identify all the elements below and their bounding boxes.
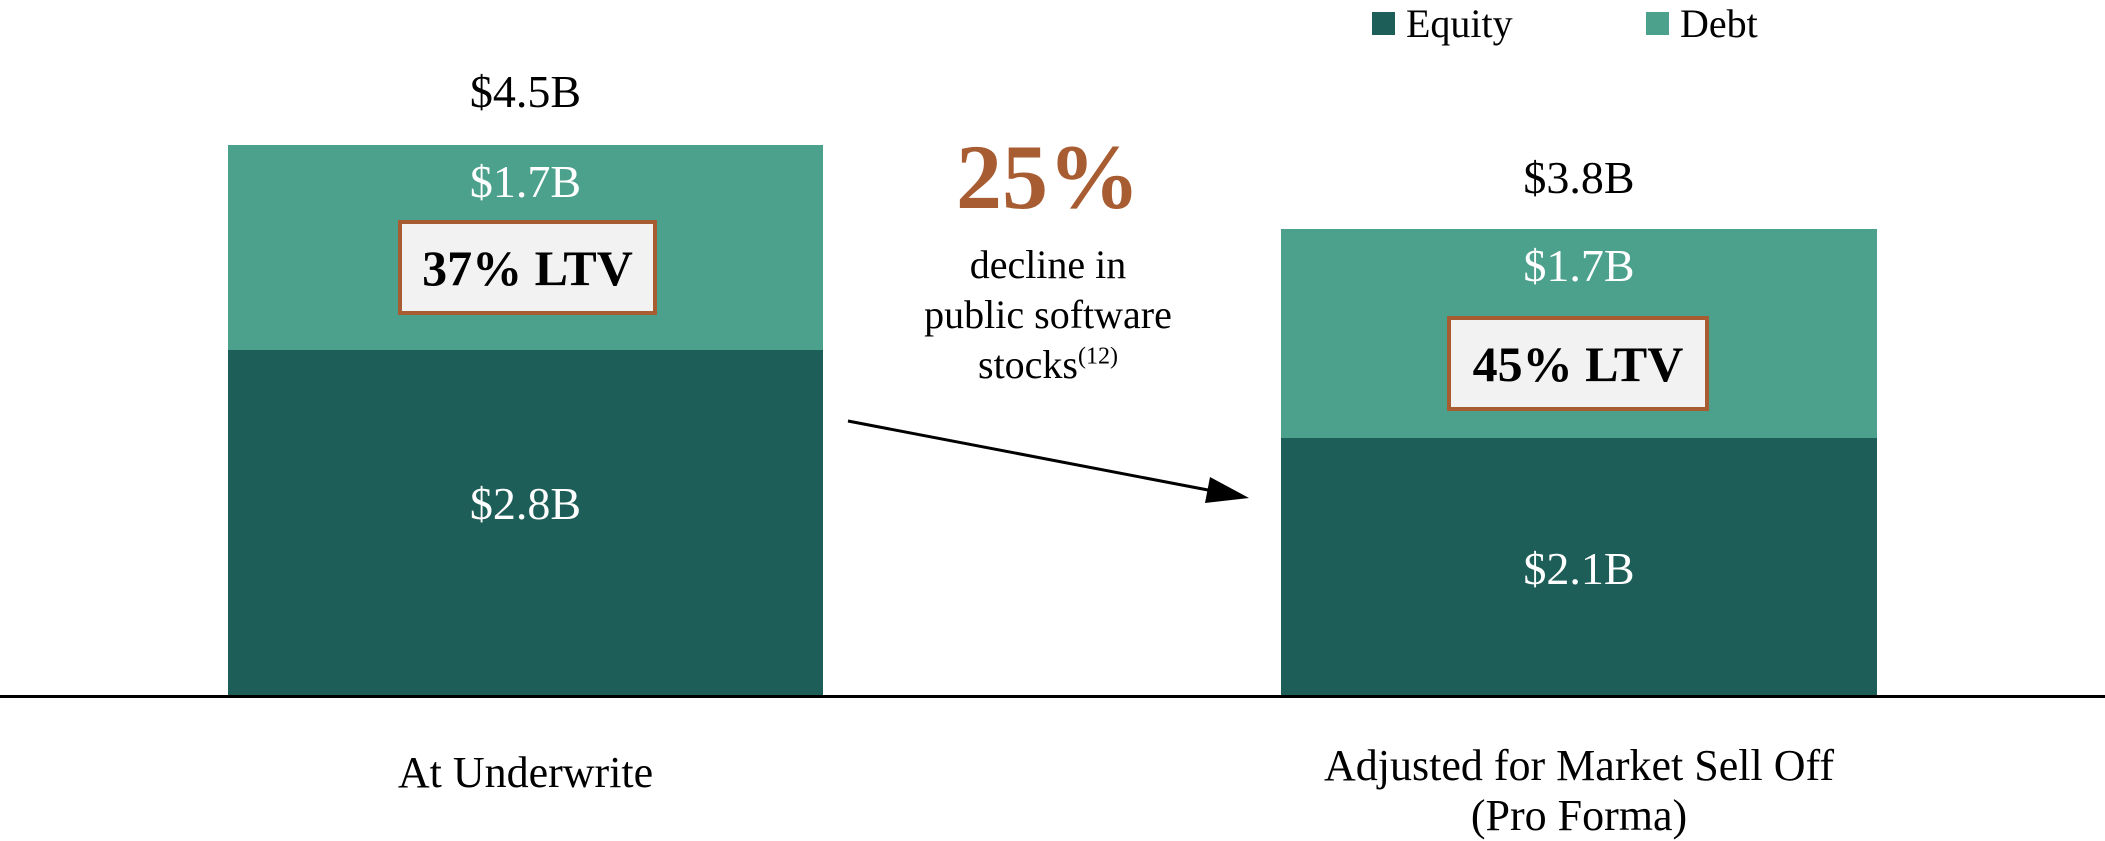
decline-annotation: 25% decline in public software stocks(12… xyxy=(868,128,1228,390)
equity-legend-label: Equity xyxy=(1406,1,1513,46)
left-bar-total-label: $4.5B xyxy=(469,66,582,117)
left-category-label: At Underwrite xyxy=(397,748,654,797)
right-bar-equity-value: $2.1B xyxy=(1523,543,1635,594)
left-ltv-badge: 37% LTV xyxy=(398,220,657,315)
right-category-line2: (Pro Forma) xyxy=(1470,791,1688,840)
debt-legend-label: Debt xyxy=(1680,1,1758,46)
debt-legend-swatch xyxy=(1646,12,1669,35)
right-ltv-badge: 45% LTV xyxy=(1447,316,1709,411)
left-bar-equity-value: $2.8B xyxy=(469,478,582,529)
decline-description-line1: decline in xyxy=(969,242,1127,287)
left-bar-debt-value: $1.7B xyxy=(469,156,582,207)
right-category-line1: Adjusted for Market Sell Off xyxy=(1324,741,1834,790)
right-bar-equity-segment xyxy=(1281,438,1877,695)
decline-description-line2: public software xyxy=(924,292,1172,337)
right-bar-total-label: $3.8B xyxy=(1523,152,1635,203)
footnote-marker: (12) xyxy=(1078,343,1118,370)
x-axis-baseline xyxy=(0,695,2105,698)
right-category-label: Adjusted for Market Sell Off (Pro Forma) xyxy=(1131,741,2027,841)
right-bar-debt-value: $1.7B xyxy=(1523,240,1635,291)
decline-description-line3: stocks(12) xyxy=(978,342,1118,387)
decline-arrow-icon xyxy=(847,419,1249,503)
decline-description: decline in public software stocks(12) xyxy=(868,240,1228,390)
left-bar-equity-segment xyxy=(228,350,823,695)
decline-percentage: 25% xyxy=(956,126,1140,228)
equity-legend-swatch xyxy=(1372,12,1395,35)
